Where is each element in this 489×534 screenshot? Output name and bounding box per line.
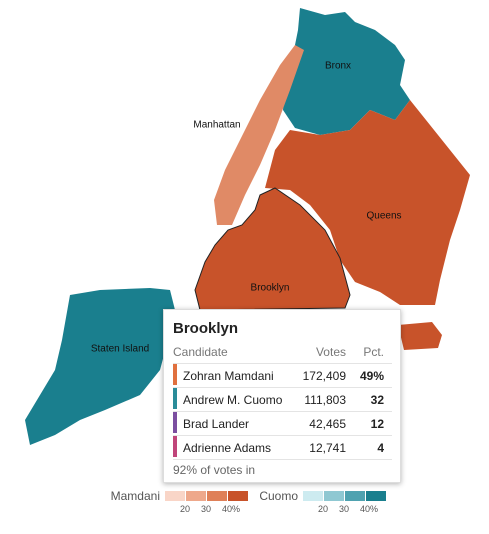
bronx xyxy=(283,8,410,135)
candidate-pct: 12 xyxy=(370,417,384,431)
legend-swatch xyxy=(324,491,344,501)
candidate-pct: 32 xyxy=(370,393,384,407)
map-label: Manhattan xyxy=(193,120,240,131)
staten-island xyxy=(25,288,175,445)
candidate-votes: 172,409 xyxy=(302,369,346,383)
tooltip-title: Brooklyn xyxy=(173,320,239,337)
candidate-name: Andrew M. Cuomo xyxy=(183,393,283,407)
legend-tick: 30 xyxy=(201,504,212,514)
tooltip: Brooklyn Candidate Votes Pct. Zohran Mam… xyxy=(163,309,401,483)
legend-swatch xyxy=(207,491,227,501)
candidate-row: Zohran Mamdani 172,409 49% xyxy=(173,364,392,388)
candidate-pct: 4 xyxy=(377,441,384,455)
candidate-swatch xyxy=(173,436,177,457)
map-label: Bronx xyxy=(325,61,351,72)
legend-swatch xyxy=(366,491,386,501)
legend-tick: 30 xyxy=(339,504,350,514)
legend-tick: 40% xyxy=(360,504,379,514)
candidate-swatch xyxy=(173,364,177,385)
candidate-swatch xyxy=(173,388,177,409)
candidate-votes: 12,741 xyxy=(309,441,346,455)
queens xyxy=(265,100,470,305)
legend-tick: 20 xyxy=(180,504,191,514)
map-label: Staten Island xyxy=(91,344,149,355)
queens-south xyxy=(398,322,442,350)
map-label: Queens xyxy=(366,211,401,222)
candidate-votes: 42,465 xyxy=(309,417,346,431)
header-row: Candidate Votes Pct. xyxy=(173,340,392,364)
candidate-row: Adrienne Adams 12,741 4 xyxy=(173,436,392,460)
legend-swatch xyxy=(228,491,248,501)
candidate-name: Zohran Mamdani xyxy=(183,369,274,383)
candidate-row: Andrew M. Cuomo 111,803 32 xyxy=(173,388,392,412)
candidate-name: Brad Lander xyxy=(183,417,250,431)
candidate-swatch xyxy=(173,412,177,433)
legend-tick: 20 xyxy=(318,504,329,514)
legend-label: Mamdani xyxy=(110,489,160,503)
column-header: Votes xyxy=(315,345,346,359)
column-header: Candidate xyxy=(173,345,228,359)
candidate-votes: 111,803 xyxy=(304,393,346,407)
legend-label: Cuomo xyxy=(259,489,298,503)
legend-swatch xyxy=(186,491,206,501)
candidate-name: Adrienne Adams xyxy=(183,441,272,455)
column-header: Pct. xyxy=(363,345,384,359)
legend-swatch xyxy=(303,491,323,501)
candidate-pct: 49% xyxy=(359,369,384,383)
legend-swatch xyxy=(165,491,185,501)
candidate-row: Brad Lander 42,465 12 xyxy=(173,412,392,436)
manhattan xyxy=(214,45,304,225)
legend-swatch xyxy=(345,491,365,501)
legend-tick: 40% xyxy=(222,504,241,514)
footnote: 92% of votes in xyxy=(173,463,256,477)
map-label: Brooklyn xyxy=(251,283,290,294)
